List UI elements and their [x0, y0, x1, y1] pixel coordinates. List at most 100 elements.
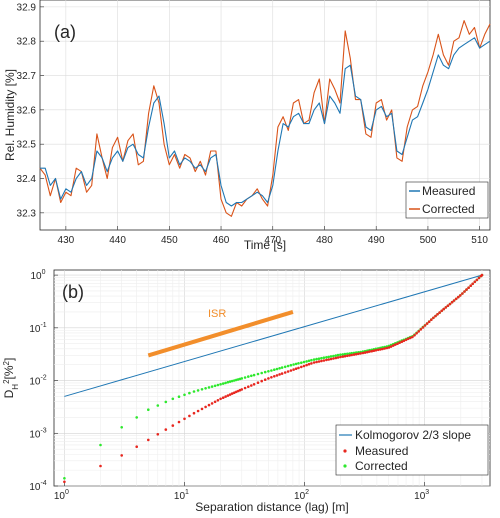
x-axis-label-a: Time [s]: [244, 238, 286, 252]
data-point-corrected: [200, 388, 204, 391]
data-point-measured: [465, 288, 468, 291]
data-point-corrected: [310, 358, 313, 362]
data-point-corrected: [322, 356, 326, 360]
data-point-measured: [475, 278, 479, 282]
data-point-measured: [183, 417, 186, 421]
data-point-measured: [361, 351, 365, 355]
data-point-corrected: [297, 362, 300, 365]
data-point-corrected: [273, 368, 276, 372]
panel-label-a: (a): [54, 22, 76, 42]
data-point-measured: [213, 400, 217, 404]
data-point-corrected: [164, 400, 168, 404]
tick-label-x: 480: [316, 235, 333, 246]
data-point-measured: [387, 346, 391, 349]
tick-label-x: 430: [58, 235, 75, 246]
data-point-corrected: [171, 397, 175, 401]
data-point-corrected: [294, 362, 298, 366]
data-point-measured: [228, 393, 232, 396]
data-point-measured: [357, 352, 360, 356]
tick-label-x: 500: [420, 235, 437, 246]
data-point-corrected: [213, 384, 217, 388]
data-point-measured: [400, 340, 404, 344]
data-point-measured: [250, 384, 253, 387]
data-point-measured: [230, 392, 234, 395]
data-point-measured: [438, 311, 441, 314]
data-point-measured: [430, 318, 433, 322]
data-point-measured: [204, 405, 207, 409]
legend-a: Measured Corrected: [405, 181, 489, 219]
data-point-measured: [243, 386, 247, 390]
data-point-measured: [432, 316, 435, 320]
tick-label-x: 510: [471, 235, 488, 246]
data-point-measured: [294, 367, 298, 371]
data-point-measured: [267, 377, 270, 380]
data-point-measured: [385, 346, 389, 350]
tick-label-y: 32.4: [17, 174, 37, 185]
data-point-measured: [263, 378, 267, 382]
data-point-measured: [120, 454, 123, 457]
data-point-measured: [389, 345, 393, 348]
data-point-measured: [425, 322, 429, 325]
data-point-corrected: [267, 370, 270, 373]
tick-label-y: 100: [30, 269, 45, 282]
data-point-measured: [341, 355, 345, 358]
data-point-corrected: [204, 387, 207, 390]
data-point-measured: [297, 366, 300, 370]
data-point-corrected: [188, 391, 191, 395]
data-point-measured: [350, 353, 354, 357]
data-point-corrected: [192, 390, 196, 393]
data-point-measured: [415, 332, 418, 335]
data-point-measured: [417, 330, 421, 333]
data-point-corrected: [302, 360, 306, 364]
tick-label-y: 32.3: [17, 208, 37, 219]
data-point-corrected: [343, 352, 347, 356]
data-point-measured: [413, 334, 416, 337]
data-point-measured: [450, 300, 454, 304]
data-point-measured: [402, 339, 406, 343]
data-point-corrected: [210, 385, 214, 388]
data-point-measured: [404, 338, 408, 342]
data-point-corrected: [305, 360, 308, 363]
data-point-corrected: [334, 354, 338, 357]
tick-label-y: 32.6: [17, 105, 37, 116]
data-point-measured: [354, 352, 358, 356]
data-point-measured: [359, 352, 362, 355]
data-point-corrected: [216, 383, 220, 387]
data-point-measured: [300, 365, 303, 369]
tick-label-y: 10-4: [29, 480, 46, 493]
data-point-measured: [327, 358, 331, 361]
data-point-measured: [188, 414, 191, 418]
data-point-measured: [473, 280, 477, 284]
y-axis-label-b: DH2[%2]: [2, 358, 20, 399]
data-point-corrected: [270, 369, 273, 372]
data-point-measured: [210, 402, 214, 405]
data-point-corrected: [286, 364, 290, 368]
data-point-measured: [247, 385, 250, 389]
data-point-corrected: [283, 365, 287, 369]
data-point-corrected: [329, 355, 333, 358]
data-point-measured: [278, 373, 281, 376]
data-point-measured: [226, 394, 230, 397]
data-point-measured: [289, 369, 293, 372]
data-point-corrected: [247, 375, 250, 378]
data-point-measured: [480, 273, 484, 277]
data-point-measured: [177, 420, 181, 424]
data-point-measured: [307, 362, 311, 366]
data-point-corrected: [300, 361, 303, 365]
data-point-measured: [315, 360, 318, 364]
tick-label-x: 490: [368, 235, 385, 246]
data-point-measured: [471, 282, 475, 286]
data-point-corrected: [317, 357, 321, 361]
data-point-measured: [436, 313, 439, 316]
data-point-measured: [368, 350, 371, 353]
isr-line: [147, 310, 294, 358]
data-point-corrected: [147, 408, 150, 412]
data-point-corrected: [120, 426, 123, 429]
data-point-measured: [171, 424, 175, 427]
data-point-corrected: [228, 380, 232, 383]
data-point-measured: [63, 480, 66, 484]
data-point-corrected: [99, 443, 102, 447]
data-point-measured: [469, 284, 473, 288]
data-point-measured: [461, 292, 464, 295]
data-point-corrected: [312, 358, 316, 361]
